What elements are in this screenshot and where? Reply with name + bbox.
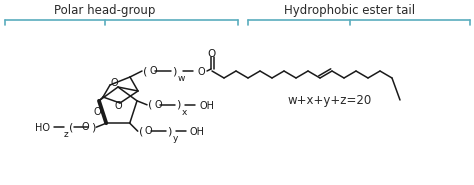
Text: OH: OH bbox=[199, 101, 214, 111]
Text: x: x bbox=[182, 108, 187, 117]
Text: O: O bbox=[114, 101, 122, 111]
Text: OH: OH bbox=[190, 127, 205, 137]
Text: O: O bbox=[197, 67, 205, 77]
Text: O: O bbox=[82, 122, 89, 132]
Text: O: O bbox=[110, 78, 118, 88]
Text: O: O bbox=[208, 49, 216, 59]
Text: O: O bbox=[149, 66, 156, 76]
Text: ): ) bbox=[172, 66, 176, 76]
Text: HO: HO bbox=[35, 123, 50, 133]
Text: w+x+y+z=20: w+x+y+z=20 bbox=[288, 93, 372, 107]
Text: (: ( bbox=[69, 122, 73, 132]
Text: ): ) bbox=[91, 122, 95, 132]
Text: ): ) bbox=[167, 126, 171, 136]
Text: z: z bbox=[64, 130, 68, 139]
Text: O: O bbox=[145, 126, 152, 136]
Text: y: y bbox=[173, 134, 178, 143]
Text: Hydrophobic ester tail: Hydrophobic ester tail bbox=[284, 4, 416, 16]
Text: ): ) bbox=[176, 100, 181, 110]
Text: w: w bbox=[178, 74, 185, 83]
Text: O: O bbox=[154, 100, 162, 110]
Text: (: ( bbox=[139, 126, 143, 136]
Text: (: ( bbox=[143, 66, 147, 76]
Text: (: ( bbox=[148, 100, 153, 110]
Text: Polar head-group: Polar head-group bbox=[55, 4, 155, 16]
Text: O: O bbox=[94, 107, 101, 117]
